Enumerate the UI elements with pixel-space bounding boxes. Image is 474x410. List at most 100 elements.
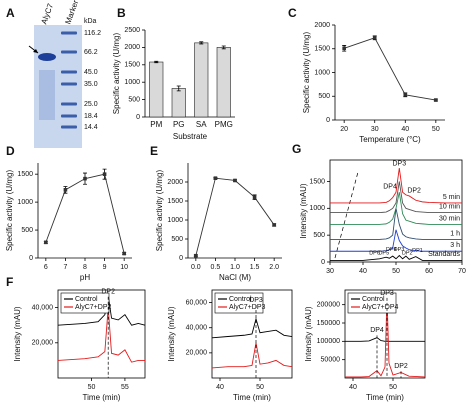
y-tick-label: 1000 [124, 79, 140, 86]
y-tick-label: 500 [171, 236, 183, 243]
peak-label: DP4 [383, 184, 397, 191]
plot-frame [344, 289, 426, 379]
error-bar [199, 41, 204, 45]
x-tick-label: 9 [103, 264, 107, 271]
y-tick-label: 1500 [309, 178, 325, 185]
x-tick-label: PM [150, 120, 162, 129]
peak-label: DP3 [380, 290, 394, 297]
peak-label: DP3 [394, 247, 405, 253]
x-tick-label: 50 [392, 268, 400, 275]
line [344, 37, 436, 101]
x-axis-label: Temperature (°C) [359, 135, 421, 144]
marker [434, 98, 438, 102]
x-tick-label: 30 [326, 268, 334, 275]
marker [252, 195, 257, 199]
y-axis-label: Intensity (mAU) [304, 306, 313, 361]
legend-label: Control [362, 296, 385, 303]
x-tick-label: PMG [215, 120, 233, 129]
smear [39, 70, 55, 120]
x-tick-label: 10 [120, 264, 128, 271]
marker-label: 45.0 [84, 69, 98, 76]
marker [194, 253, 198, 258]
panel-letter: F [6, 275, 13, 289]
marker [342, 46, 346, 51]
trace [330, 254, 462, 261]
y-tick-label: 1000 [314, 69, 330, 76]
panel-letter: G [292, 142, 301, 156]
x-axis-label: Time (min) [233, 393, 271, 402]
y-axis-label: Specific activity (U/mg) [155, 169, 164, 251]
trace [330, 208, 462, 240]
y-tick-label: 20,000 [32, 340, 54, 347]
lane-label: AlyC7 [39, 2, 55, 26]
legend-label: AlyC7+DP4 [362, 304, 398, 311]
panel-letter: A [6, 6, 15, 20]
y-tick-label: 0 [326, 117, 330, 124]
x-tick-label: 50 [389, 384, 397, 391]
peak-label: DP3 [392, 161, 406, 168]
y-tick-label: 200000 [317, 302, 340, 309]
plot-frame [211, 289, 293, 379]
trace-label: Standards [428, 251, 460, 258]
y-tick-label: 1500 [314, 46, 330, 53]
x-tick-label: 0.0 [191, 264, 201, 271]
legend-label: Control [229, 296, 252, 303]
peak-label: DP2 [402, 250, 413, 256]
x-tick-label: PG [173, 120, 185, 129]
legend-label: AlyC7+DP2 [75, 304, 111, 311]
x-tick-label: 20 [340, 126, 348, 133]
marker-band [61, 50, 77, 54]
y-axis-label: Intensity (mAU) [299, 183, 308, 238]
y-tick-label: 0 [136, 114, 140, 121]
plot-frame [57, 289, 146, 379]
peak-label: DP4 [370, 327, 384, 334]
marker [83, 176, 87, 181]
trace [211, 317, 293, 339]
marker [63, 188, 68, 192]
error-bar [176, 85, 181, 92]
line [195, 177, 275, 256]
x-tick-label: 1.5 [250, 264, 260, 271]
y-tick-label: 500 [313, 232, 325, 239]
x-tick-label: 50 [88, 384, 96, 391]
marker [403, 93, 408, 97]
marker-band [61, 114, 77, 118]
x-tick-label: 40 [216, 384, 224, 391]
marker-band [61, 70, 77, 74]
y-tick-label: 60,000 [186, 299, 208, 306]
peak-label: DP2 [407, 187, 421, 194]
marker [122, 251, 126, 256]
error-bar [221, 45, 226, 50]
arrow-head [33, 49, 38, 53]
trace [57, 295, 146, 326]
x-tick-label: 70 [458, 268, 466, 275]
y-tick-label: 150000 [317, 320, 340, 327]
marker [233, 178, 237, 183]
peak-label: DP2 [101, 289, 115, 296]
marker [44, 240, 48, 245]
legend-box [347, 292, 397, 314]
unit-label: kDa [84, 18, 97, 25]
y-tick-label: 500 [128, 96, 140, 103]
y-axis-label: Intensity (mAU) [13, 306, 22, 361]
panel-letter: E [150, 144, 158, 158]
y-tick-label: 1500 [17, 171, 33, 178]
x-tick-label: 55 [121, 384, 129, 391]
peak-label: DP3 [249, 297, 263, 304]
line [45, 173, 125, 254]
trace [330, 167, 462, 204]
marker-label: 14.4 [84, 124, 98, 131]
marker [213, 176, 218, 180]
marker [102, 172, 107, 176]
marker-band [61, 125, 77, 129]
y-tick-label: 1000 [309, 205, 325, 212]
bar [149, 61, 164, 118]
marker-band [61, 82, 77, 86]
marker-band [61, 31, 77, 35]
y-tick-label: 500 [21, 227, 33, 234]
y-tick-label: 2000 [167, 179, 183, 186]
protein-band [38, 53, 56, 61]
trace [330, 181, 462, 214]
trace [57, 307, 145, 363]
y-tick-label: 100000 [317, 338, 340, 345]
